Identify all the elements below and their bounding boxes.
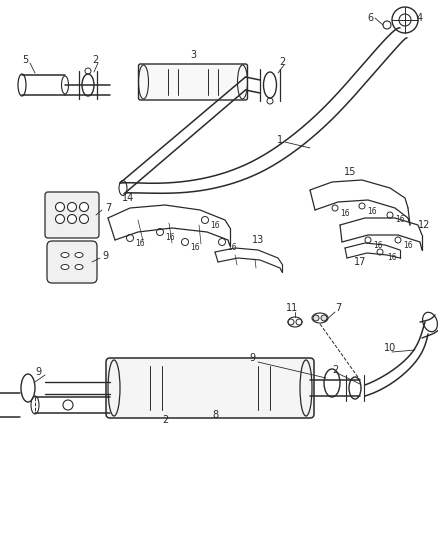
Text: 9: 9 (249, 353, 255, 363)
Circle shape (313, 315, 319, 321)
Circle shape (80, 214, 88, 223)
Text: 16: 16 (190, 243, 200, 252)
Text: 9: 9 (35, 367, 41, 377)
Text: 16: 16 (387, 254, 397, 262)
Circle shape (80, 203, 88, 212)
Text: 2: 2 (332, 365, 338, 375)
FancyBboxPatch shape (47, 241, 97, 283)
Text: 11: 11 (286, 303, 298, 313)
Text: 16: 16 (367, 206, 377, 215)
Text: 14: 14 (122, 193, 134, 203)
Circle shape (67, 214, 77, 223)
Text: 6: 6 (367, 13, 373, 23)
Circle shape (56, 214, 64, 223)
Text: 15: 15 (344, 167, 356, 177)
Ellipse shape (75, 253, 83, 257)
Text: 4: 4 (417, 13, 423, 23)
Text: 7: 7 (335, 303, 341, 313)
Text: 8: 8 (212, 410, 218, 420)
Text: 2: 2 (92, 55, 98, 65)
Text: 16: 16 (340, 208, 350, 217)
Text: 9: 9 (102, 251, 108, 261)
FancyBboxPatch shape (106, 358, 314, 418)
Text: 16: 16 (135, 238, 145, 247)
Circle shape (56, 203, 64, 212)
Text: 7: 7 (105, 203, 111, 213)
Ellipse shape (75, 264, 83, 270)
Ellipse shape (61, 253, 69, 257)
FancyBboxPatch shape (45, 192, 99, 238)
Text: 3: 3 (190, 50, 196, 60)
Text: 16: 16 (210, 221, 220, 230)
Text: 16: 16 (403, 240, 413, 249)
Text: 2: 2 (162, 415, 168, 425)
Text: 16: 16 (227, 243, 237, 252)
Ellipse shape (61, 264, 69, 270)
Text: 5: 5 (22, 55, 28, 65)
Text: 13: 13 (252, 235, 264, 245)
Text: 10: 10 (384, 343, 396, 353)
Circle shape (67, 203, 77, 212)
Text: 2: 2 (279, 57, 285, 67)
Circle shape (321, 315, 327, 321)
Text: 16: 16 (373, 240, 383, 249)
Text: 1: 1 (277, 135, 283, 145)
Text: 16: 16 (165, 232, 175, 241)
Text: 12: 12 (418, 220, 430, 230)
Text: 17: 17 (354, 257, 366, 267)
FancyBboxPatch shape (138, 64, 247, 100)
Text: 16: 16 (395, 215, 405, 224)
